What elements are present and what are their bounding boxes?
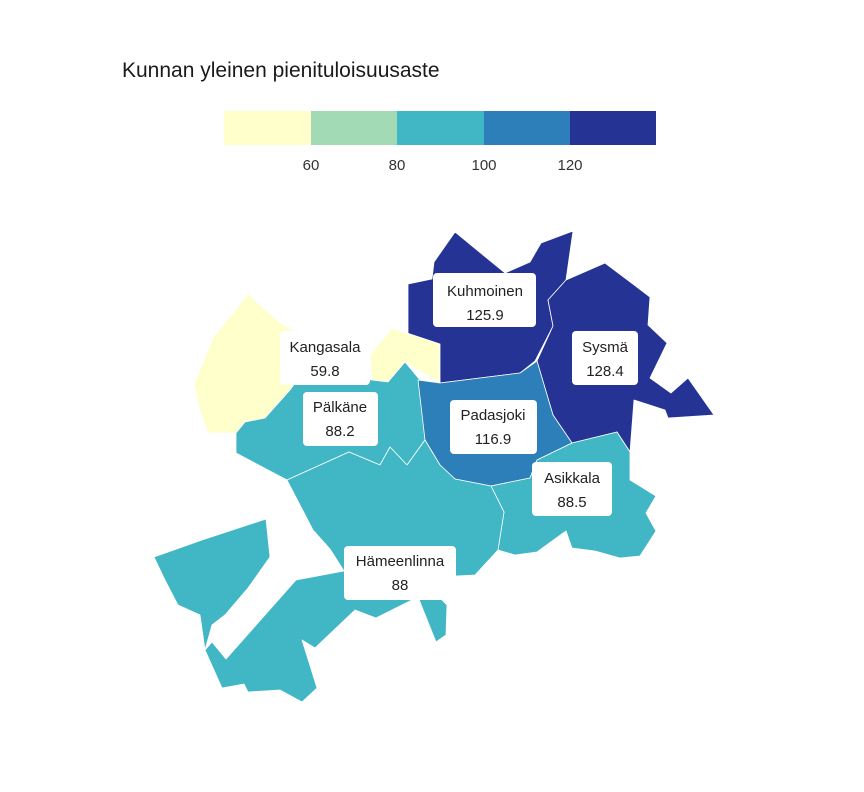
region-value: 116.9 [475,431,511,448]
label-sysma: Sysmä 128.4 [572,331,638,385]
label-kuhmoinen: Kuhmoinen 125.9 [433,273,536,327]
region-value: 88.2 [325,423,354,440]
region-labels: Kuhmoinen 125.9 Sysmä 128.4 Kangasala 59… [280,273,638,600]
label-box [450,400,537,454]
legend-swatch-0 [224,111,311,145]
legend-swatch-3 [484,111,570,145]
region-value: 88 [392,577,409,594]
label-box [344,546,456,600]
region-name: Pälkäne [313,399,367,416]
legend-swatch-1 [311,111,397,145]
region-value: 125.9 [466,307,504,324]
label-box [303,392,378,446]
legend-tick-label: 80 [389,157,406,174]
legend-title: Kunnan yleinen pienituloisuusaste [122,59,440,82]
region-value: 88.5 [557,494,586,511]
region-name: Hämeenlinna [356,553,445,570]
region-name: Sysmä [582,339,629,356]
region-hameenlinna-west [153,518,271,651]
region-name: Asikkala [544,470,601,487]
label-palkane: Pälkäne 88.2 [303,392,378,446]
legend-swatch-4 [570,111,656,145]
label-box [572,331,638,385]
region-value: 128.4 [586,363,624,380]
region-value: 59.8 [310,363,339,380]
legend-tick-label: 120 [557,157,582,174]
label-padasjoki: Padasjoki 116.9 [450,400,537,454]
label-box [433,273,536,327]
legend-swatch-2 [397,111,484,145]
label-hameenlinna: Hämeenlinna 88 [344,546,456,600]
region-name: Kuhmoinen [447,283,523,300]
legend-colorbar [224,111,656,145]
label-box [280,331,370,385]
label-box [532,462,612,516]
legend-tick-label: 60 [303,157,320,174]
legend-tick-label: 100 [471,157,496,174]
region-name: Padasjoki [460,407,525,424]
label-kangasala: Kangasala 59.8 [280,331,370,385]
region-name: Kangasala [290,339,362,356]
label-asikkala: Asikkala 88.5 [532,462,612,516]
